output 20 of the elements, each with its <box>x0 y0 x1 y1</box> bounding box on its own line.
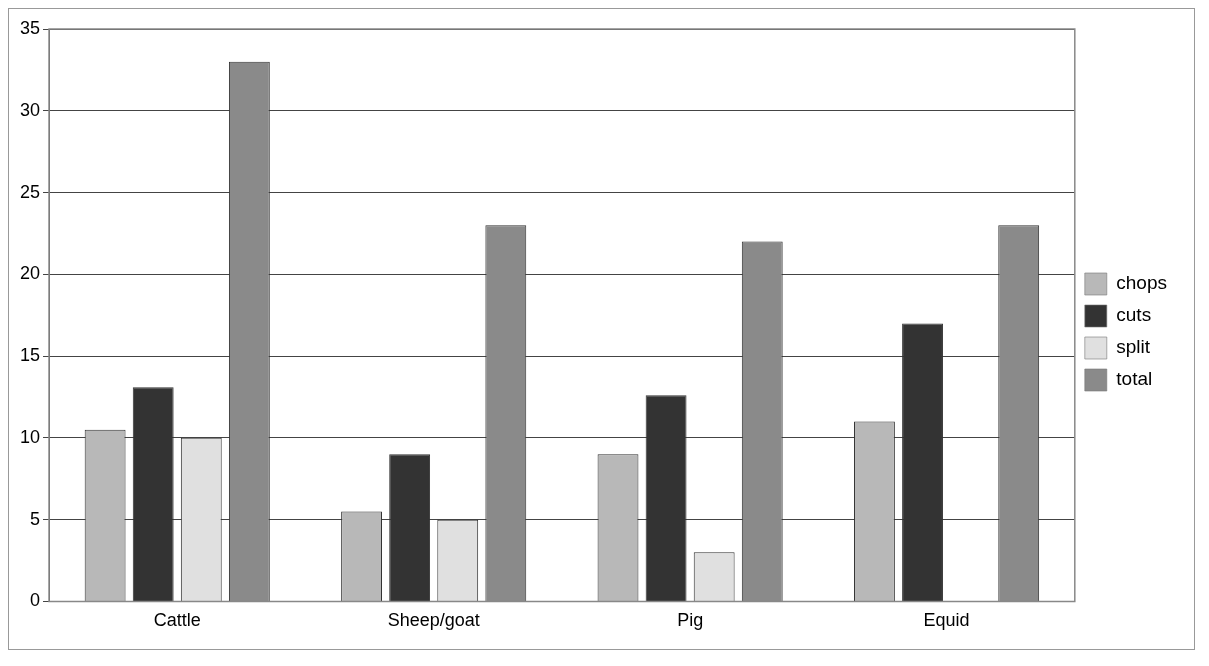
bar <box>902 323 943 601</box>
bar <box>645 395 687 601</box>
y-tick-label: 15 <box>19 345 41 366</box>
x-tick-label: Equid <box>923 610 970 631</box>
x-tick-label: Sheep/goat <box>387 610 480 631</box>
y-tick-label: 5 <box>30 508 41 529</box>
y-tick-label: 35 <box>19 17 41 38</box>
x-tick-label: Pig <box>677 610 704 631</box>
y-tick-label: 30 <box>19 99 41 120</box>
legend-label: total <box>1116 368 1153 390</box>
x-tick-label: Cattle <box>153 610 201 631</box>
legend-label: chops <box>1116 272 1167 294</box>
legend-label: split <box>1116 336 1151 358</box>
bar <box>132 387 174 601</box>
legend-label: cuts <box>1116 304 1152 326</box>
y-tick-label: 10 <box>19 426 41 447</box>
y-tick-label: 20 <box>19 263 41 284</box>
bar <box>389 454 431 601</box>
y-tick-label: 0 <box>30 590 41 611</box>
y-tick-label: 25 <box>19 181 41 202</box>
